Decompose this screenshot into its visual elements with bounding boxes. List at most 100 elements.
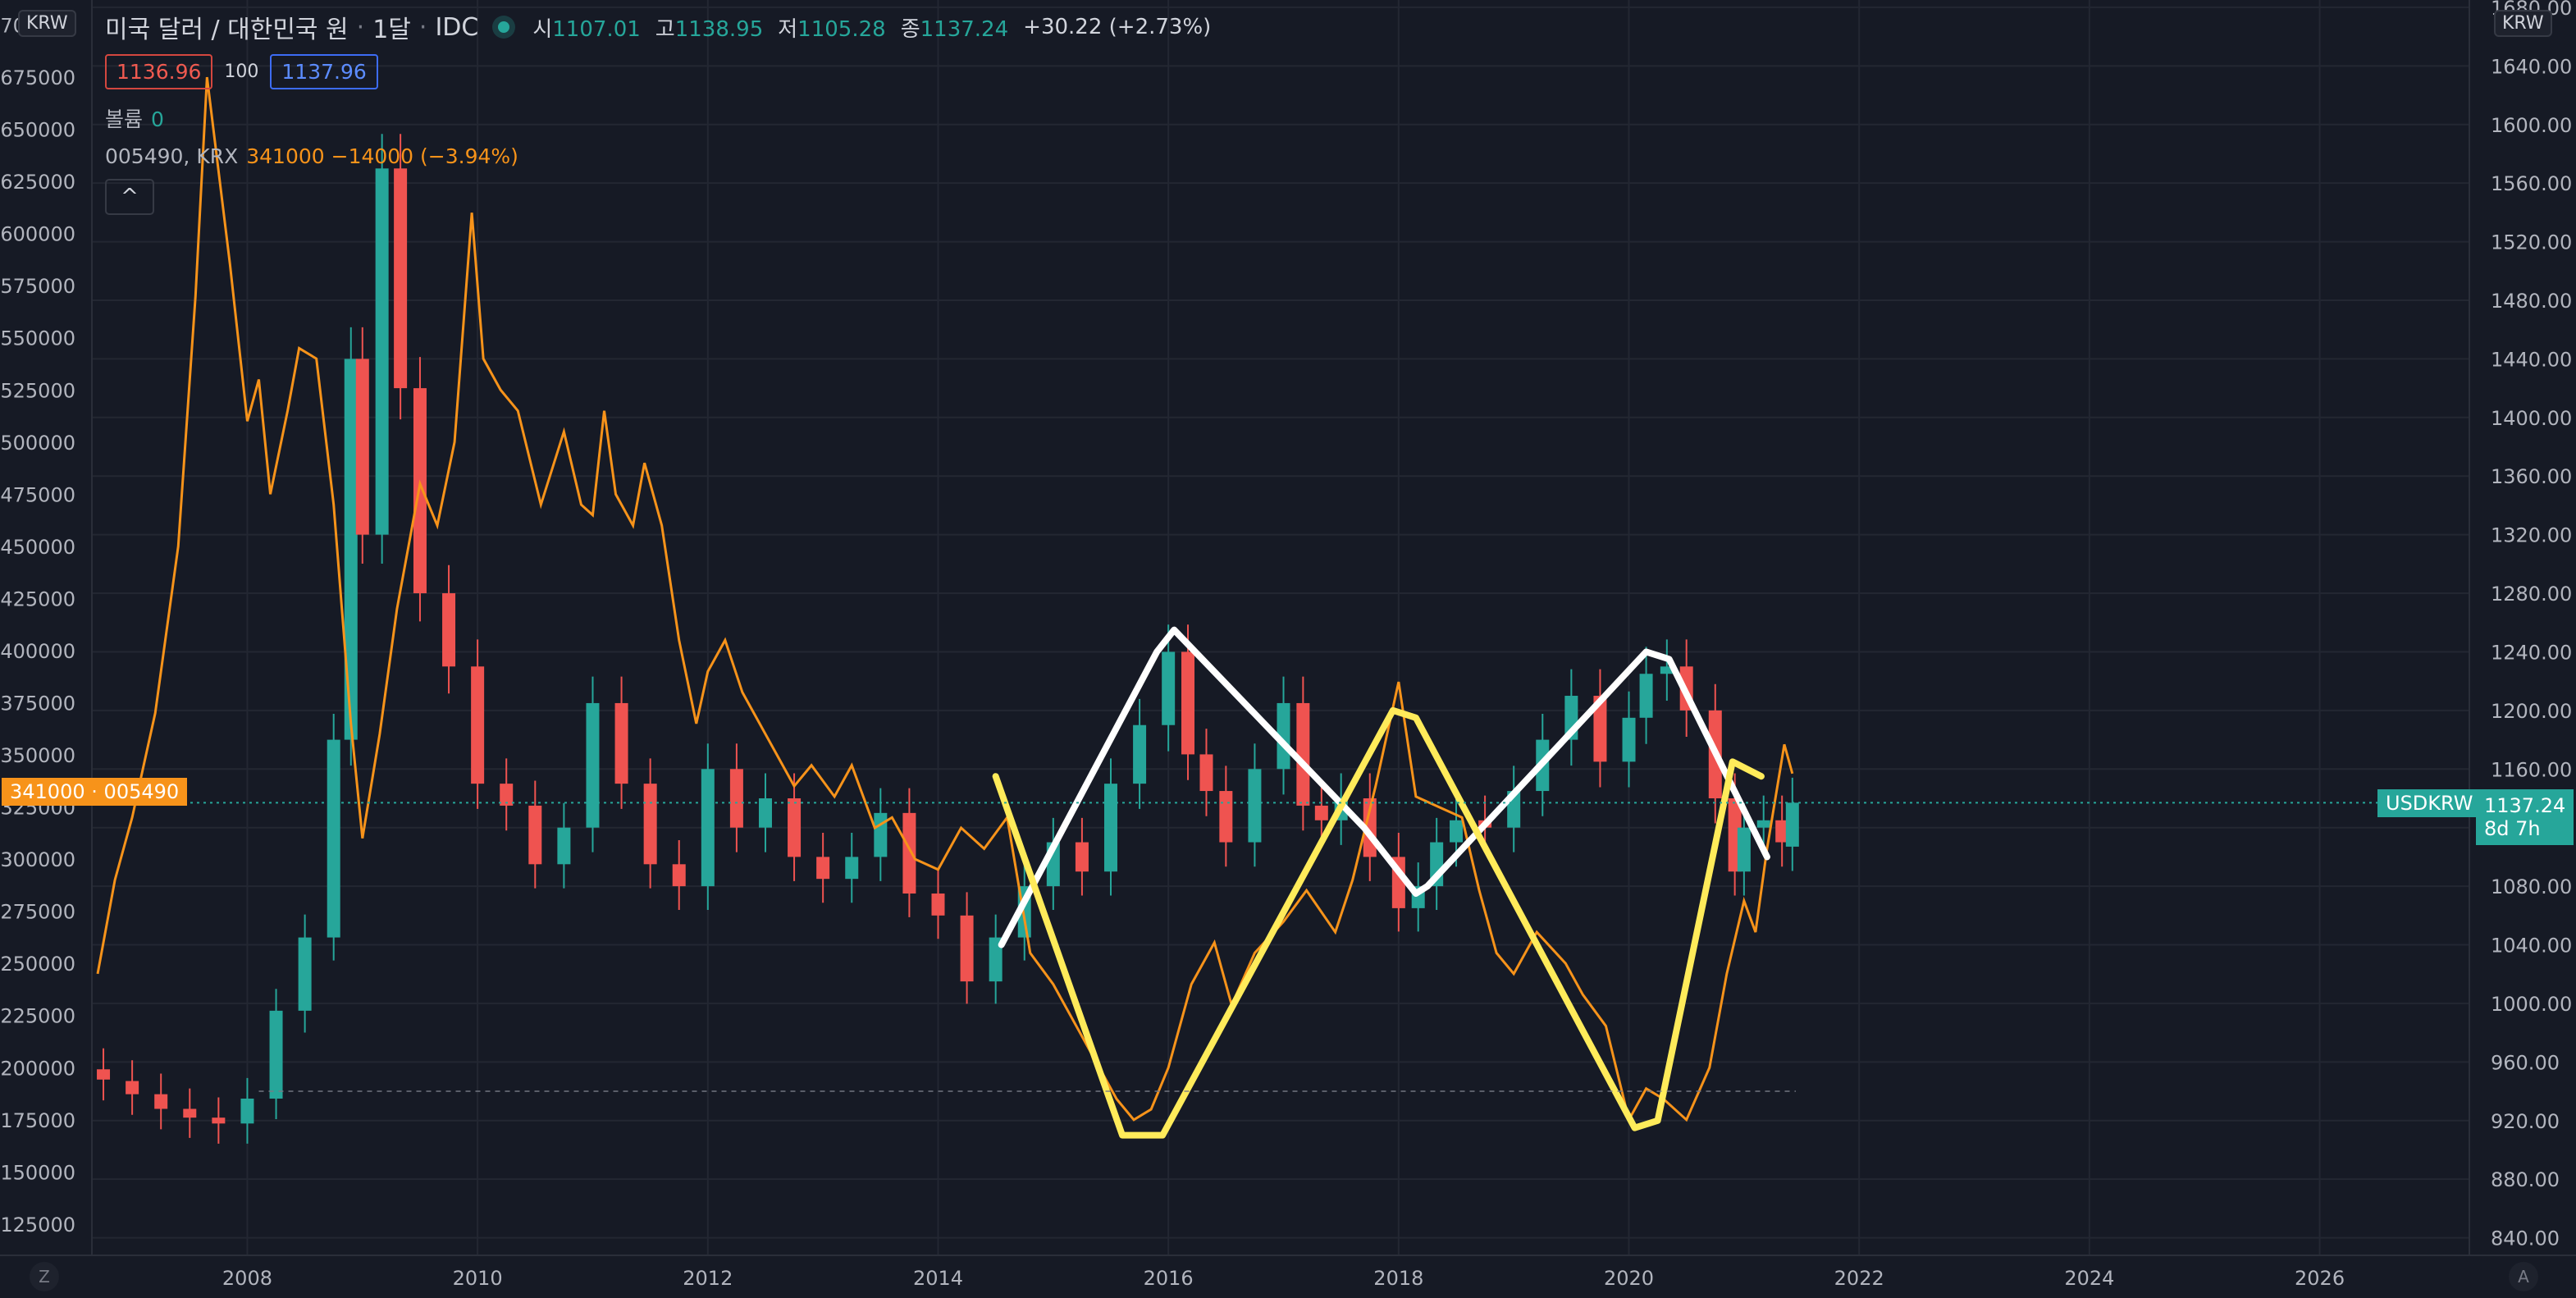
candle-body bbox=[1133, 724, 1147, 784]
candle-body bbox=[212, 1117, 226, 1124]
left-axis-tick-label: 300000 bbox=[0, 848, 75, 871]
candle-body bbox=[1660, 666, 1674, 674]
ohlc-low: 저1105.28 bbox=[778, 16, 886, 42]
compare-line-path bbox=[96, 76, 1794, 1123]
time-axis-tick-label: 2014 bbox=[913, 1267, 963, 1290]
collapse-legend-button[interactable]: ^ bbox=[105, 179, 154, 215]
candle-body bbox=[1181, 651, 1195, 755]
left-axis-tick-label: 225000 bbox=[0, 1005, 75, 1028]
quote-row: 1136.96 100 1137.96 bbox=[105, 54, 378, 89]
compare-legend[interactable]: 005490, KRX 341000 −14000 (−3.94%) bbox=[105, 144, 518, 168]
bid-price-button[interactable]: 1136.96 bbox=[105, 54, 213, 89]
candle-body bbox=[154, 1094, 168, 1109]
candle-body bbox=[614, 702, 628, 784]
right-axis-tick-label: 1560.00 bbox=[2491, 172, 2572, 195]
left-axis-tick-label: 475000 bbox=[0, 483, 75, 506]
left-axis-tick-label: 125000 bbox=[0, 1213, 75, 1236]
time-axis-tick-label: 2024 bbox=[2064, 1267, 2114, 1290]
right-axis-tick-label: 1640.00 bbox=[2491, 55, 2572, 78]
left-axis-tick-label: 450000 bbox=[0, 536, 75, 559]
candle-body bbox=[528, 805, 542, 865]
candle-body bbox=[701, 769, 715, 887]
candle-body bbox=[413, 388, 427, 594]
right-axis-tick-label: 1280.00 bbox=[2491, 583, 2572, 606]
candle-body bbox=[586, 702, 600, 828]
right-axis-tick-label: 880.00 bbox=[2491, 1168, 2560, 1191]
compare-value: 341000 −14000 (−3.94%) bbox=[246, 144, 518, 168]
right-axis-tick-label: 1040.00 bbox=[2491, 935, 2572, 958]
candle-body bbox=[1314, 805, 1328, 820]
candle-body bbox=[183, 1108, 197, 1118]
candle-body bbox=[1639, 674, 1653, 718]
candle-body bbox=[643, 784, 657, 865]
time-axis-tick-label: 2010 bbox=[453, 1267, 503, 1290]
ohlc-open: 시1107.01 bbox=[532, 16, 641, 42]
candle-body bbox=[902, 812, 916, 894]
symbol-title[interactable]: 미국 달러 / 대한민국 원 bbox=[105, 16, 349, 44]
candle-body bbox=[1248, 769, 1262, 843]
left-axis-tick-label: 375000 bbox=[0, 692, 75, 715]
candle-body bbox=[1277, 702, 1290, 770]
candle-body bbox=[557, 827, 571, 865]
candle-body bbox=[1785, 802, 1799, 847]
candle-body bbox=[126, 1081, 139, 1095]
candle-body bbox=[672, 864, 686, 887]
auto-scale-button[interactable]: A bbox=[2509, 1262, 2538, 1291]
time-axis-tick-label: 2016 bbox=[1144, 1267, 1194, 1290]
yellow-zigzag-arrows bbox=[992, 706, 1765, 1139]
candle-body bbox=[1199, 754, 1213, 792]
candle-body bbox=[960, 915, 974, 982]
candle-body bbox=[355, 359, 369, 535]
volume-legend[interactable]: 볼륨 0 bbox=[105, 103, 164, 133]
right-axis-tick-label: 1080.00 bbox=[2491, 875, 2572, 898]
candle-body bbox=[1296, 702, 1310, 806]
left-price-tag: 341000 · 005490 bbox=[2, 778, 188, 806]
left-axis-currency-button[interactable]: KRW bbox=[18, 10, 76, 37]
candle-body bbox=[471, 666, 485, 784]
white-zigzag-arrows bbox=[998, 626, 1770, 948]
candle-body bbox=[394, 168, 408, 389]
compare-symbol: 005490, KRX bbox=[105, 144, 239, 168]
candle-body bbox=[729, 769, 743, 828]
candle-body bbox=[1162, 651, 1176, 725]
candle-body bbox=[442, 593, 456, 667]
candle-body bbox=[989, 937, 1003, 982]
right-axis-tick-label: 1400.00 bbox=[2491, 407, 2572, 430]
left-axis-tick-label: 600000 bbox=[0, 223, 75, 246]
left-axis-tick-label: 625000 bbox=[0, 171, 75, 194]
left-axis-tick-label: 250000 bbox=[0, 953, 75, 976]
drawings bbox=[992, 626, 1770, 1139]
left-axis-tick-label: 275000 bbox=[0, 901, 75, 924]
ohlc-high: 고1138.95 bbox=[655, 16, 764, 42]
left-axis-tick-label: 575000 bbox=[0, 275, 75, 298]
right-axis-tick-label: 1000.00 bbox=[2491, 993, 2572, 1016]
interval-label[interactable]: 1달 bbox=[372, 16, 411, 44]
ohlc-close: 종1137.24 bbox=[900, 16, 1009, 42]
chart-header: 미국 달러 / 대한민국 원 · 1달 · IDC 시1107.01 고1138… bbox=[105, 8, 1226, 46]
candle-body bbox=[375, 168, 389, 535]
left-axis-tick-label: 150000 bbox=[0, 1161, 75, 1184]
right-symbol-tag: USDKRW bbox=[2377, 789, 2482, 817]
candle-body bbox=[298, 937, 312, 1011]
candle-body bbox=[327, 739, 340, 938]
right-price-tag: 1137.24 8d 7h bbox=[2476, 789, 2574, 845]
time-axis-tick-label: 2026 bbox=[2295, 1267, 2345, 1290]
zoom-reset-button[interactable]: Z bbox=[30, 1262, 59, 1291]
right-axis-tick-label: 1200.00 bbox=[2491, 700, 2572, 723]
left-axis-tick-label: 675000 bbox=[0, 66, 75, 89]
source-label: IDC bbox=[435, 12, 479, 42]
left-axis-tick-label: 425000 bbox=[0, 587, 75, 610]
right-axis-currency-button[interactable]: KRW bbox=[2494, 10, 2552, 37]
candle-body bbox=[1737, 827, 1751, 872]
candle-body bbox=[874, 812, 888, 857]
right-axis-tick-label: 960.00 bbox=[2491, 1051, 2560, 1074]
ask-price-button[interactable]: 1137.96 bbox=[270, 54, 378, 89]
right-axis-tick-label: 1360.00 bbox=[2491, 465, 2572, 488]
candle-body bbox=[816, 857, 830, 880]
candle-body bbox=[240, 1098, 254, 1124]
candle-body bbox=[931, 894, 945, 916]
time-axis-tick-label: 2012 bbox=[683, 1267, 733, 1290]
left-axis-tick-label: 525000 bbox=[0, 379, 75, 402]
ohlc-change: +30.22 (+2.73%) bbox=[1023, 15, 1212, 39]
